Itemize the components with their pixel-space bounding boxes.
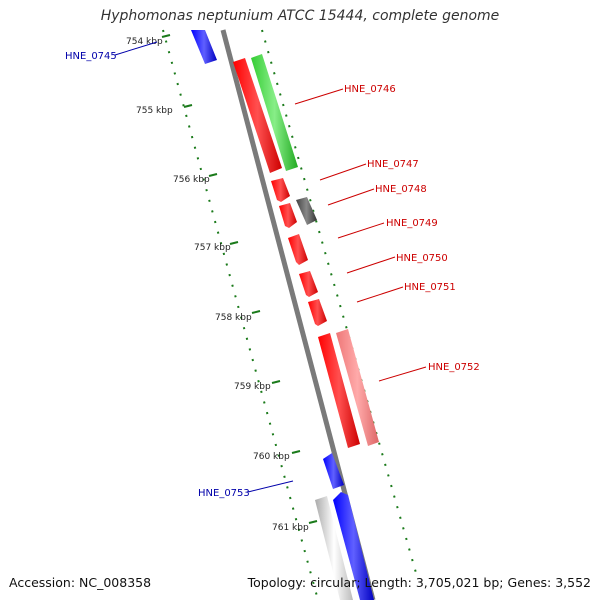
gene-label-hne-0747[interactable]: HNE_0747: [367, 159, 419, 170]
gene-label-hne-0745[interactable]: HNE_0745: [65, 51, 117, 62]
gene-label-hne-0753[interactable]: HNE_0753: [198, 488, 250, 499]
scale-ticks: [161, 34, 318, 524]
scale-label-761: 761 kbp: [272, 523, 309, 533]
gene-hne-0746-rna[interactable]: [251, 54, 298, 171]
gene-hne-0752[interactable]: [318, 333, 360, 448]
gene-label-hne-0750[interactable]: HNE_0750: [396, 253, 448, 264]
gene-hne-0745[interactable]: [191, 30, 217, 64]
genome-stats: Topology: circular; Length: 3,705,021 bp…: [248, 575, 591, 590]
gene-hne-0748-red[interactable]: [279, 203, 297, 228]
gene-hne-0750[interactable]: [299, 271, 318, 297]
scale-label-755: 755 kbp: [136, 106, 173, 116]
gene-hne-0752-outer[interactable]: [336, 329, 379, 446]
scale-label-757: 757 kbp: [194, 243, 231, 253]
genes: [191, 30, 379, 600]
scale-label-754: 754 kbp: [126, 37, 163, 47]
gene-label-hne-0751[interactable]: HNE_0751: [404, 282, 456, 293]
gene-label-hne-0749[interactable]: HNE_0749: [386, 218, 438, 229]
gene-label-hne-0746[interactable]: HNE_0746: [344, 84, 396, 95]
gene-hne-0747[interactable]: [271, 178, 290, 202]
gene-label-hne-0748[interactable]: HNE_0748: [375, 184, 427, 195]
accession-text: Accession: NC_008358: [9, 575, 152, 590]
gene-hne-0748[interactable]: [296, 197, 317, 225]
gene-hne-0751[interactable]: [308, 299, 327, 326]
scale-label-756: 756 kbp: [173, 175, 210, 185]
scale-label-760: 760 kbp: [253, 452, 290, 462]
genes-count-text: Genes: 3,552: [507, 575, 591, 590]
length-text: Length: 3,705,021 bp;: [364, 575, 504, 590]
gene-label-hne-0752[interactable]: HNE_0752: [428, 362, 480, 373]
topology-text: Topology: circular;: [247, 575, 361, 590]
label-leaders: [114, 41, 427, 493]
scale-label-758: 758 kbp: [215, 313, 252, 323]
gene-hne-0749[interactable]: [288, 234, 308, 265]
gene-bottom-white[interactable]: [315, 496, 353, 600]
gene-hne-0753[interactable]: [323, 453, 344, 489]
gene-hne-0746[interactable]: [233, 58, 282, 173]
scale-label-759: 759 kbp: [234, 382, 271, 392]
genome-title: Hyphomonas neptunium ATCC 15444, complet…: [100, 8, 500, 24]
gene-bottom-blue[interactable]: [333, 492, 374, 600]
